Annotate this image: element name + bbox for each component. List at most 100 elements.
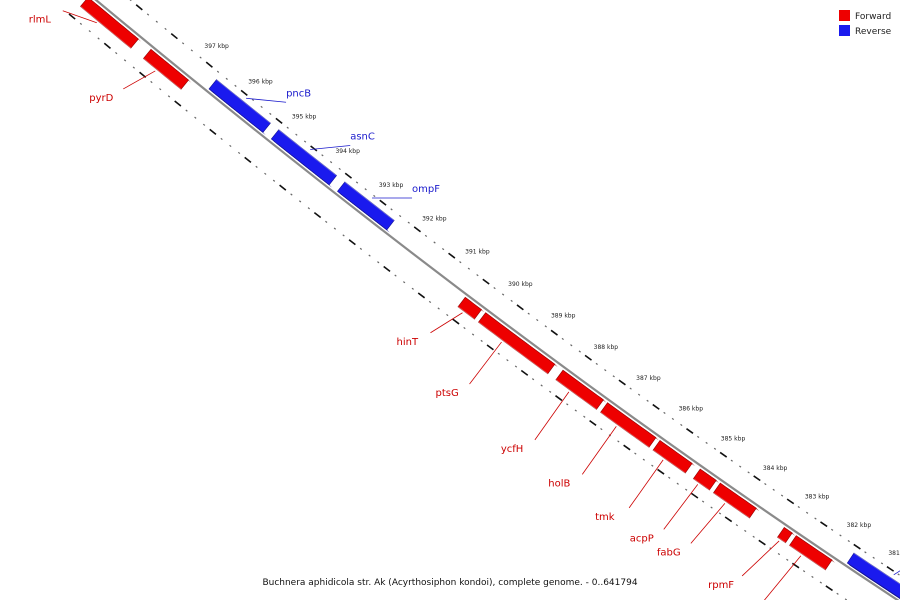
tick-mark xyxy=(805,511,809,514)
tick-mark xyxy=(802,570,806,573)
tick-mark xyxy=(570,344,573,347)
tick-mark xyxy=(839,534,842,537)
tick-mark xyxy=(441,247,445,251)
gene-label-holB: holB xyxy=(548,478,570,489)
tick-mark xyxy=(561,337,564,341)
gene-hinT[interactable] xyxy=(457,296,482,320)
tick-mark xyxy=(272,179,276,182)
tick-mark xyxy=(199,56,202,59)
gene-pncB[interactable] xyxy=(208,79,271,133)
gene-label-pyrD: pyrD xyxy=(89,93,113,104)
tick-mark xyxy=(269,112,272,115)
gene-acpP[interactable] xyxy=(692,468,717,491)
tick-mark xyxy=(480,339,483,343)
tick-mark xyxy=(497,352,500,355)
tick-mark xyxy=(185,109,188,112)
gene-label-rpmF: rpmF xyxy=(708,580,734,591)
tick-mark xyxy=(394,274,397,277)
tick-mark xyxy=(566,403,569,406)
tick-mark xyxy=(847,540,850,543)
tick-mark xyxy=(637,393,641,396)
tick-mark xyxy=(79,22,83,25)
gene-ycfH[interactable] xyxy=(555,369,604,410)
tick-mark xyxy=(146,13,150,16)
gene-rne-highlight xyxy=(853,552,900,585)
tick-label: 382 kbp xyxy=(847,522,872,529)
tick-mark xyxy=(510,299,513,303)
tick-mark xyxy=(527,312,530,315)
tick-mark xyxy=(676,482,679,485)
tick-mark xyxy=(686,428,694,434)
tick-mark xyxy=(493,287,496,290)
tick-mark xyxy=(433,241,436,244)
genome-caption: Buchnera aphidicola str. Ak (Acyrthosiph… xyxy=(262,578,638,588)
tick-mark xyxy=(237,151,241,155)
tick-mark xyxy=(820,521,828,528)
tick-mark xyxy=(634,452,637,455)
gene-ompF[interactable] xyxy=(337,181,395,231)
tick-mark xyxy=(595,362,598,366)
gene-asnC[interactable] xyxy=(270,129,338,186)
gene-rlmL[interactable] xyxy=(79,0,139,49)
gene-rluC[interactable] xyxy=(789,535,833,571)
tick-mark xyxy=(452,318,460,325)
gene-leader-line xyxy=(663,484,699,530)
tick-mark xyxy=(476,274,479,277)
tick-label: 388 kbp xyxy=(594,344,619,351)
tick-mark xyxy=(417,292,426,299)
tick-mark xyxy=(612,375,615,378)
gene-acpP-highlight xyxy=(692,478,710,491)
tick-mark xyxy=(68,13,76,20)
tick-mark xyxy=(797,506,800,509)
tick-mark xyxy=(379,199,387,206)
tick-mark xyxy=(864,551,867,554)
gene-ptsG[interactable] xyxy=(478,312,556,375)
tick-label: 391 kbp xyxy=(465,248,490,255)
tick-mark xyxy=(463,326,466,330)
gene-rpmF-highlight xyxy=(777,536,786,544)
tick-mark xyxy=(531,378,535,381)
tick-mark xyxy=(629,387,632,390)
gene-leader-line xyxy=(246,97,287,103)
gene-leader-line xyxy=(62,10,97,24)
tick-label: 396 kbp xyxy=(248,79,273,86)
gene-leader-line xyxy=(690,503,726,544)
tick-mark xyxy=(814,517,817,520)
tick-label: 386 kbp xyxy=(679,405,704,412)
gene-label-asnC: asnC xyxy=(350,131,375,142)
tick-mark xyxy=(482,278,490,285)
tick-mark xyxy=(344,172,353,179)
tick-mark xyxy=(752,535,755,538)
gene-label-rlmL: rlmL xyxy=(29,15,52,26)
tick-mark xyxy=(724,516,733,523)
tick-mark xyxy=(514,365,518,368)
tick-mark xyxy=(355,181,359,184)
tick-mark xyxy=(342,234,345,237)
tick-mark xyxy=(589,419,597,426)
gene-rne[interactable] xyxy=(846,552,900,600)
tick-mark xyxy=(811,575,814,578)
legend-label-forward: Forward xyxy=(855,12,891,22)
tick-mark xyxy=(651,464,654,467)
tick-mark xyxy=(251,98,255,102)
gene-fabG[interactable] xyxy=(712,482,757,519)
tick-mark xyxy=(719,451,728,458)
genome-backbone xyxy=(94,0,900,600)
tick-mark xyxy=(220,137,223,141)
tick-mark xyxy=(97,37,100,40)
gene-label-ompF: ompF xyxy=(412,184,440,195)
tick-mark xyxy=(383,265,391,273)
gene-rpmF[interactable] xyxy=(777,527,793,544)
tick-mark xyxy=(618,379,626,386)
tick-mark xyxy=(536,318,539,322)
tick-mark xyxy=(730,459,733,462)
gene-pyrD[interactable] xyxy=(142,48,189,90)
tick-mark xyxy=(255,165,258,168)
tick-mark xyxy=(555,395,563,402)
tick-mark xyxy=(348,239,356,246)
gene-holB[interactable] xyxy=(600,402,657,448)
tick-label: 394 kbp xyxy=(335,148,360,155)
gene-tmk[interactable] xyxy=(652,440,693,474)
gene-fabG-highlight xyxy=(713,492,750,519)
tick-mark xyxy=(155,20,158,23)
